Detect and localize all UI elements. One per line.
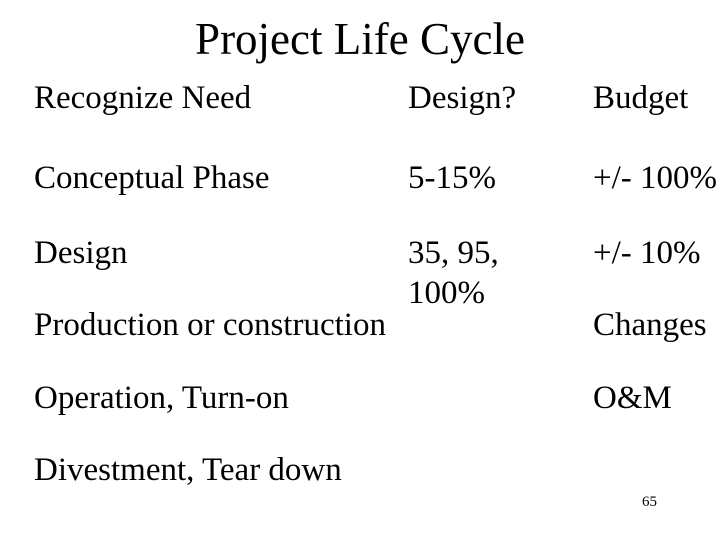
phase-header: Recognize Need bbox=[34, 80, 252, 116]
phase-cell: Operation, Turn-on bbox=[34, 380, 289, 416]
budget-cell: +/- 10% bbox=[593, 235, 701, 271]
design-cell: 5-15% bbox=[408, 160, 496, 196]
budget-cell: +/- 100% bbox=[593, 160, 718, 196]
phase-cell: Divestment, Tear down bbox=[34, 452, 342, 488]
phase-cell: Conceptual Phase bbox=[34, 160, 270, 196]
design-header: Design? bbox=[408, 80, 517, 116]
page-number: 65 bbox=[642, 494, 657, 510]
phase-cell: Design bbox=[34, 235, 128, 271]
design-cell: 35, 95, 100% bbox=[408, 235, 499, 311]
budget-header: Budget bbox=[593, 80, 689, 116]
slide-title: Project Life Cycle bbox=[195, 14, 525, 64]
budget-cell: Changes bbox=[593, 307, 707, 343]
phase-cell: Production or construction bbox=[34, 307, 386, 343]
budget-cell: O&M bbox=[593, 380, 672, 416]
